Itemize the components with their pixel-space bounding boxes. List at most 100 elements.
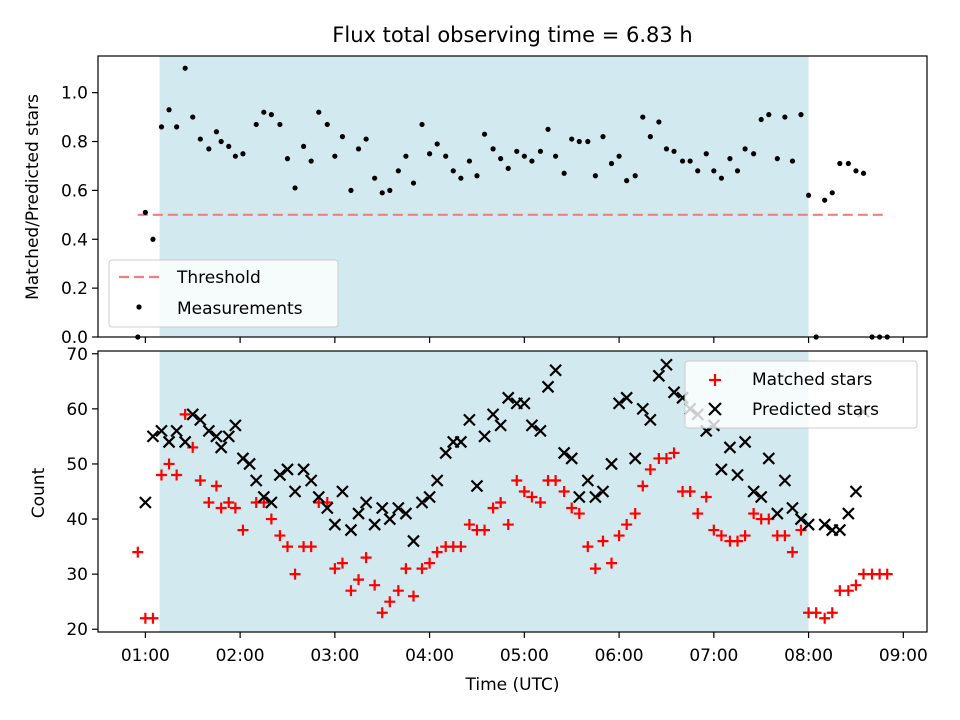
x-tick-label: 02:00 <box>216 646 265 666</box>
ratio-panel-y-label: Matched/Predicted stars <box>23 94 43 300</box>
matched-point <box>329 563 341 575</box>
ratio-y-tick-label: 0.2 <box>61 279 88 299</box>
matched-point <box>732 535 744 547</box>
measurement-point <box>182 65 188 71</box>
measurement-point <box>253 121 259 128</box>
measurement-point <box>576 138 582 145</box>
measurement-point <box>316 109 322 115</box>
measurement-point <box>403 153 409 159</box>
predicted-point <box>581 474 595 487</box>
measurement-point <box>766 112 772 118</box>
matched-point <box>495 497 507 509</box>
predicted-point <box>214 441 228 454</box>
predicted-point <box>605 457 618 471</box>
legend-matched-label: Matched stars <box>752 370 872 390</box>
measurement-point <box>505 165 511 171</box>
predicted-point <box>849 485 863 498</box>
ratio-y-tick-label: 0.4 <box>61 230 88 250</box>
matched-point <box>376 607 388 619</box>
matched-point <box>289 568 301 580</box>
measurement-point <box>218 138 224 145</box>
count-y-tick-label: 50 <box>66 455 88 475</box>
predicted-point <box>222 430 236 443</box>
predicted-point <box>415 496 429 509</box>
matched-point <box>644 463 656 475</box>
count-y-tick-label: 40 <box>66 510 88 530</box>
measurement-point <box>782 114 788 120</box>
measurement-point <box>742 146 748 152</box>
matched-point <box>692 508 704 520</box>
measurement-point <box>292 185 298 191</box>
matched-point <box>463 519 475 531</box>
ratio-legend: Threshold Measurements <box>108 259 339 328</box>
predicted-point <box>786 501 799 515</box>
predicted-point <box>202 424 216 438</box>
matched-point <box>558 486 570 497</box>
predicted-point <box>281 463 294 476</box>
matched-point <box>281 541 293 553</box>
measurement-point <box>450 168 456 174</box>
matched-point <box>810 607 822 619</box>
predicted-point <box>518 397 531 410</box>
x-tick-label: 03:00 <box>310 646 359 666</box>
measurement-point <box>521 153 527 159</box>
matched-point <box>739 530 751 542</box>
measurement-point <box>348 187 354 193</box>
predicted-point <box>210 430 223 443</box>
matched-point <box>187 441 199 453</box>
predicted-point <box>667 386 681 399</box>
matched-point <box>424 557 436 569</box>
measurement-point <box>624 178 630 184</box>
ratio-y-tick-label: 0.0 <box>61 328 88 348</box>
measurement-point <box>490 146 496 152</box>
predicted-point <box>392 501 405 515</box>
measurement-point <box>616 153 622 159</box>
matched-point <box>573 508 585 520</box>
measurement-point <box>561 170 567 176</box>
predicted-point <box>257 490 271 504</box>
count-legend: Matched stars Predicted stars <box>684 360 918 429</box>
predicted-point <box>423 490 436 504</box>
measurement-point <box>798 112 804 118</box>
matched-point <box>534 497 546 509</box>
predicted-point <box>297 463 310 476</box>
measurement-points <box>135 65 890 340</box>
measurement-point <box>608 160 615 167</box>
measurement-point <box>718 175 725 181</box>
measurement-point <box>789 158 796 164</box>
matched-point <box>660 452 672 464</box>
matched-point <box>431 546 443 558</box>
count-panel: 20 30 40 50 60 70 01:00 02:00 03:00 04:00 05:00 06… <box>29 345 928 695</box>
matched-point <box>779 530 791 542</box>
measurement-point <box>419 121 425 128</box>
measurement-point <box>213 129 220 135</box>
predicted-point <box>249 474 263 487</box>
measurement-point <box>647 134 653 140</box>
measurement-point <box>277 121 283 128</box>
measurement-point <box>458 175 464 181</box>
predicted-point <box>486 408 500 421</box>
predicted-point <box>644 413 657 427</box>
legend-matched-swatch <box>709 374 721 386</box>
x-tick-label: 05:00 <box>500 646 549 666</box>
measurement-point <box>553 153 559 159</box>
measurement-point <box>537 148 544 154</box>
measurement-point <box>166 107 172 113</box>
matched-point <box>629 508 641 520</box>
matched-point <box>850 579 862 591</box>
measurement-point <box>387 187 393 193</box>
matched-point <box>369 579 381 591</box>
predicted-point <box>439 446 452 460</box>
predicted-point <box>620 391 633 405</box>
measurement-point <box>355 146 362 152</box>
count-y-tick-label: 70 <box>66 345 88 365</box>
measurement-point <box>585 138 591 145</box>
predicted-point <box>463 413 476 427</box>
measurement-point <box>663 146 670 152</box>
matched-point <box>582 541 594 553</box>
measurement-point <box>687 158 693 164</box>
predicted-point <box>352 507 365 520</box>
predicted-point <box>375 501 389 515</box>
predicted-point <box>636 402 650 416</box>
x-tick-label: 08:00 <box>784 646 833 666</box>
